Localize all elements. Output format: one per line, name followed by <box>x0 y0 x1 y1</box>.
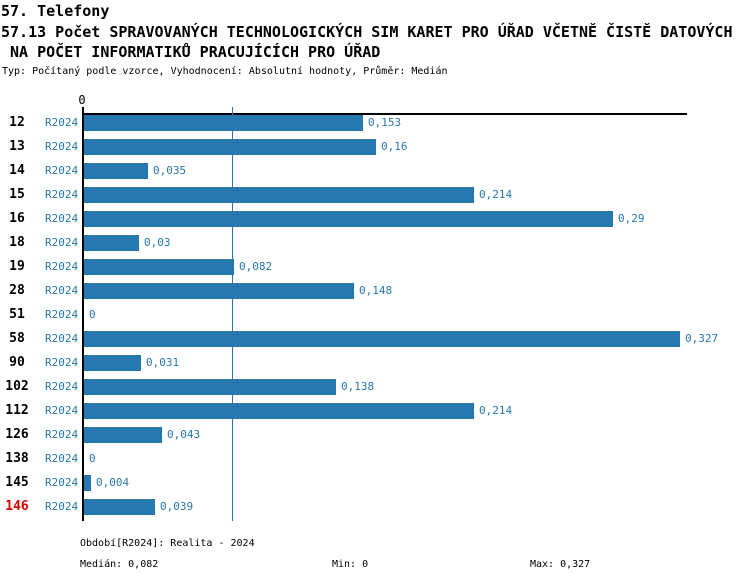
chart-row: 18 R2024 0,03 <box>0 231 750 255</box>
axis-zero-tick-label: 0 <box>78 93 86 107</box>
row-series-label: R2024 <box>45 404 79 417</box>
row-value-label: 0,214 <box>479 404 513 417</box>
chart-row: 15 R2024 0,214 <box>0 183 750 207</box>
row-series-label: R2024 <box>45 164 79 177</box>
row-bar <box>84 115 363 131</box>
chart-row: 12 R2024 0,153 <box>0 111 750 135</box>
row-series-label: R2024 <box>45 116 79 129</box>
row-bar <box>84 355 141 371</box>
row-bar <box>84 427 162 443</box>
row-value-label: 0,035 <box>153 164 187 177</box>
row-bar <box>84 475 91 491</box>
row-value-label: 0,03 <box>144 236 171 249</box>
footer-period: Období[R2024]: Realita - 2024 <box>80 538 255 549</box>
row-series-label: R2024 <box>45 428 79 441</box>
row-bar <box>84 403 474 419</box>
row-id: 112 <box>5 403 29 418</box>
median-line <box>232 107 233 521</box>
row-id: 19 <box>9 259 25 274</box>
chart-row: 13 R2024 0,16 <box>0 135 750 159</box>
chart-row: 102 R2024 0,138 <box>0 375 750 399</box>
row-id: 146 <box>5 499 29 514</box>
row-bar <box>84 331 680 347</box>
row-id: 138 <box>5 451 29 466</box>
row-id: 145 <box>5 475 29 490</box>
chart-row: 16 R2024 0,29 <box>0 207 750 231</box>
row-series-label: R2024 <box>45 500 79 513</box>
row-bar <box>84 259 234 275</box>
indicator-title-line2: NA POČET INFORMATIKŮ PRACUJÍCÍCH PRO ÚŘA… <box>1 43 381 61</box>
row-value-label: 0,153 <box>368 116 402 129</box>
row-value-label: 0,148 <box>359 284 393 297</box>
row-bar <box>84 499 155 515</box>
indicator-title-line1: 57.13 Počet SPRAVOVANÝCH TECHNOLOGICKÝCH… <box>1 23 733 41</box>
row-value-label: 0,327 <box>685 332 719 345</box>
row-series-label: R2024 <box>45 380 79 393</box>
row-id: 126 <box>5 427 29 442</box>
section-title: 57. Telefony <box>1 2 110 20</box>
row-series-label: R2024 <box>45 452 79 465</box>
row-series-label: R2024 <box>45 236 79 249</box>
chart-row: 138 R2024 0 <box>0 447 750 471</box>
row-value-label: 0,082 <box>239 260 273 273</box>
row-value-label: 0,004 <box>96 476 130 489</box>
row-id: 14 <box>9 163 25 178</box>
chart-row: 145 R2024 0,004 <box>0 471 750 495</box>
footer-median: Medián: 0,082 <box>80 559 159 570</box>
row-series-label: R2024 <box>45 188 79 201</box>
row-bar <box>84 211 613 227</box>
row-id: 90 <box>9 355 25 370</box>
row-id: 12 <box>9 115 25 130</box>
row-value-label: 0,039 <box>160 500 194 513</box>
x-axis-line <box>82 113 687 115</box>
row-series-label: R2024 <box>45 308 79 321</box>
row-bar <box>84 163 148 179</box>
row-value-label: 0,138 <box>341 380 375 393</box>
row-series-label: R2024 <box>45 140 79 153</box>
chart-row: 51 R2024 0 <box>0 303 750 327</box>
row-id: 16 <box>9 211 25 226</box>
y-axis-line <box>82 107 84 521</box>
chart-row: 90 R2024 0,031 <box>0 351 750 375</box>
row-bar <box>84 379 336 395</box>
footer-max: Max: 0,327 <box>530 559 591 570</box>
chart-row: 112 R2024 0,214 <box>0 399 750 423</box>
chart-row: 19 R2024 0,082 <box>0 255 750 279</box>
row-id: 18 <box>9 235 25 250</box>
row-bar <box>84 187 474 203</box>
row-id: 13 <box>9 139 25 154</box>
row-value-label: 0,29 <box>618 212 645 225</box>
row-value-label: 0,214 <box>479 188 513 201</box>
row-id: 15 <box>9 187 25 202</box>
chart-row: 58 R2024 0,327 <box>0 327 750 351</box>
row-value-label: 0 <box>89 452 96 465</box>
row-id: 51 <box>9 307 25 322</box>
row-series-label: R2024 <box>45 332 79 345</box>
row-value-label: 0,031 <box>146 356 180 369</box>
footer-min: Min: 0 <box>332 559 369 570</box>
row-value-label: 0,16 <box>381 140 408 153</box>
row-value-label: 0 <box>89 308 96 321</box>
row-series-label: R2024 <box>45 356 79 369</box>
row-bar <box>84 235 139 251</box>
chart-row: 126 R2024 0,043 <box>0 423 750 447</box>
chart-row: 28 R2024 0,148 <box>0 279 750 303</box>
row-series-label: R2024 <box>45 476 79 489</box>
row-series-label: R2024 <box>45 284 79 297</box>
chart-row: 146 R2024 0,039 <box>0 495 750 519</box>
indicator-meta: Typ: Počítaný podle vzorce, Vyhodnocení:… <box>2 66 448 77</box>
row-id: 28 <box>9 283 25 298</box>
row-id: 58 <box>9 331 25 346</box>
row-series-label: R2024 <box>45 260 79 273</box>
row-bar <box>84 283 354 299</box>
row-id: 102 <box>5 379 29 394</box>
row-bar <box>84 139 376 155</box>
row-value-label: 0,043 <box>167 428 201 441</box>
chart-row: 14 R2024 0,035 <box>0 159 750 183</box>
row-series-label: R2024 <box>45 212 79 225</box>
